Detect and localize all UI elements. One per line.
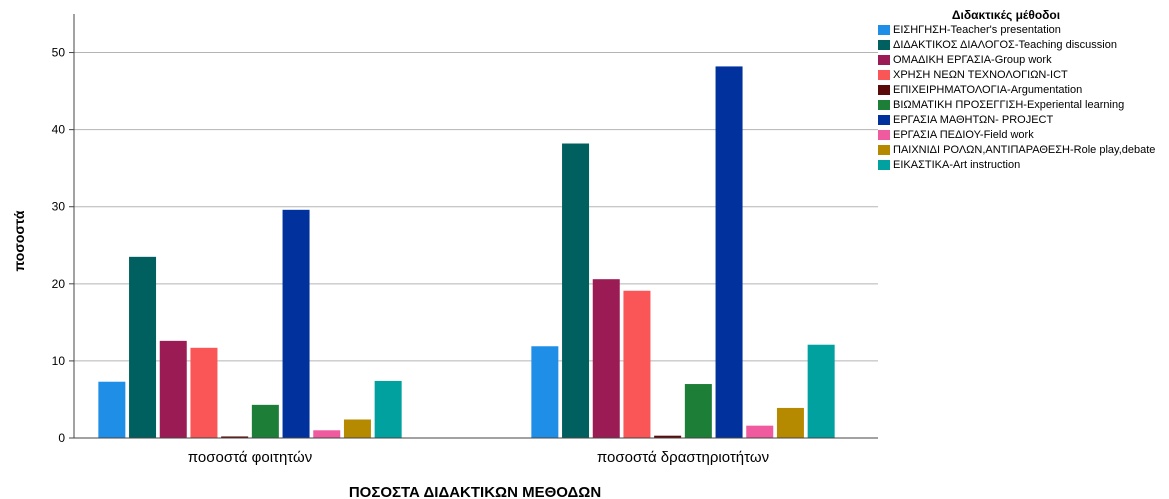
bar — [98, 381, 126, 438]
legend-swatch — [878, 160, 890, 170]
bar — [221, 436, 249, 438]
x-tick-label: ποσοστά φοιτητών — [188, 449, 312, 466]
bar — [623, 290, 651, 438]
legend-label: ΒΙΩΜΑΤΙΚΗ ΠΡΟΣΕΓΓΙΣΗ-Experiental learnin… — [893, 99, 1125, 111]
bar — [251, 404, 279, 438]
legend-swatch — [878, 130, 890, 140]
legend-item: ΕΡΓΑΣΙΑ ΠΕΔΙΟΥ-Field work — [876, 129, 1166, 141]
legend: Διδακτικές μέθοδοι ΕΙΣΗΓΗΣΗ-Teacher's pr… — [876, 8, 1166, 175]
legend-label: ΔΙΔΑΚΤΙΚΟΣ ΔΙΑΛΟΓΟΣ-Teaching discussion — [893, 39, 1117, 51]
legend-item: ΟΜΑΔΙΚΗ ΕΡΓΑΣΙΑ-Group work — [876, 54, 1166, 66]
bar — [313, 430, 341, 438]
bar — [343, 419, 371, 438]
legend-swatch — [878, 70, 890, 80]
bar — [129, 256, 157, 438]
legend-label: ΟΜΑΔΙΚΗ ΕΡΓΑΣΙΑ-Group work — [893, 54, 1052, 66]
legend-label: ΕΙΣΗΓΗΣΗ-Teacher's presentation — [893, 24, 1061, 36]
bar — [715, 66, 743, 439]
legend-item: ΕΙΣΗΓΗΣΗ-Teacher's presentation — [876, 24, 1166, 36]
legend-item: ΧΡΗΣΗ ΝΕΩΝ ΤΕΧΝΟΛΟΓΙΩΝ-ICT — [876, 69, 1166, 81]
legend-item: ΕΠΙΧΕΙΡΗΜΑΤΟΛΟΓΙΑ-Argumentation — [876, 84, 1166, 96]
legend-label: ΕΡΓΑΣΙΑ ΜΑΘΗΤΩΝ- PROJECT — [893, 114, 1054, 126]
legend-label: ΧΡΗΣΗ ΝΕΩΝ ΤΕΧΝΟΛΟΓΙΩΝ-ICT — [893, 69, 1068, 81]
bar — [684, 384, 712, 438]
legend-swatch — [878, 40, 890, 50]
x-tick-labels: ποσοστά φοιτητών ποσοστά δραστηριοτήτων — [188, 449, 769, 466]
y-tick-label: 30 — [52, 200, 66, 214]
legend-swatch — [878, 100, 890, 110]
x-tick-label: ποσοστά δραστηριοτήτων — [597, 449, 769, 466]
legend-item: ΒΙΩΜΑΤΙΚΗ ΠΡΟΣΕΓΓΙΣΗ-Experiental learnin… — [876, 99, 1166, 111]
bar — [654, 435, 682, 438]
bar — [374, 380, 402, 438]
y-tick-labels: 0 10 20 30 40 50 — [52, 46, 66, 445]
bar — [159, 340, 187, 438]
bar — [807, 344, 835, 438]
legend-swatch — [878, 145, 890, 155]
legend-label: ΕΠΙΧΕΙΡΗΜΑΤΟΛΟΓΙΑ-Argumentation — [893, 84, 1083, 96]
legend-label: ΠΑΙΧΝΙΔΙ ΡΟΛΩΝ,ΑΝΤΙΠΑΡΑΘΕΣΗ-Role play,de… — [893, 144, 1156, 156]
bars — [98, 66, 835, 439]
legend-item: ΕΡΓΑΣΙΑ ΜΑΘΗΤΩΝ- PROJECT — [876, 114, 1166, 126]
bar — [776, 407, 804, 438]
legend-item: ΠΑΙΧΝΙΔΙ ΡΟΛΩΝ,ΑΝΤΙΠΑΡΑΘΕΣΗ-Role play,de… — [876, 144, 1166, 156]
legend-items: ΕΙΣΗΓΗΣΗ-Teacher's presentation ΔΙΔΑΚΤΙΚΟ… — [876, 24, 1166, 171]
y-tick-label: 0 — [58, 431, 65, 445]
bar — [746, 425, 774, 438]
legend-swatch — [878, 85, 890, 95]
axes — [69, 14, 878, 439]
legend-swatch — [878, 115, 890, 125]
y-tick-label: 10 — [52, 354, 66, 368]
bar — [562, 143, 590, 438]
gridlines — [74, 52, 878, 362]
y-tick-label: 40 — [52, 123, 66, 137]
y-axis-label: ποσοστά — [11, 210, 27, 271]
bar — [190, 347, 218, 438]
legend-label: ΕΙΚΑΣΤΙΚΑ-Art instruction — [893, 159, 1021, 171]
legend-swatch — [878, 25, 890, 35]
legend-item: ΕΙΚΑΣΤΙΚΑ-Art instruction — [876, 159, 1166, 171]
bar — [282, 209, 310, 438]
x-axis-label: ΠΟΣΟΣΤΑ ΔΙΔΑΚΤΙΚΩΝ ΜΕΘΟΔΩΝ — [349, 484, 601, 499]
legend-title: Διδακτικές μέθοδοι — [951, 8, 1061, 22]
y-tick-label: 20 — [52, 277, 66, 291]
legend-swatch — [878, 55, 890, 65]
y-tick-label: 50 — [52, 46, 66, 60]
legend-item: ΔΙΔΑΚΤΙΚΟΣ ΔΙΑΛΟΓΟΣ-Teaching discussion — [876, 39, 1166, 51]
bar — [592, 279, 620, 438]
bar — [531, 346, 559, 438]
legend-label: ΕΡΓΑΣΙΑ ΠΕΔΙΟΥ-Field work — [893, 129, 1034, 141]
